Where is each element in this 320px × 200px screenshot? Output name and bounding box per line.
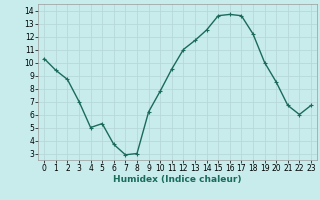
X-axis label: Humidex (Indice chaleur): Humidex (Indice chaleur) xyxy=(113,175,242,184)
